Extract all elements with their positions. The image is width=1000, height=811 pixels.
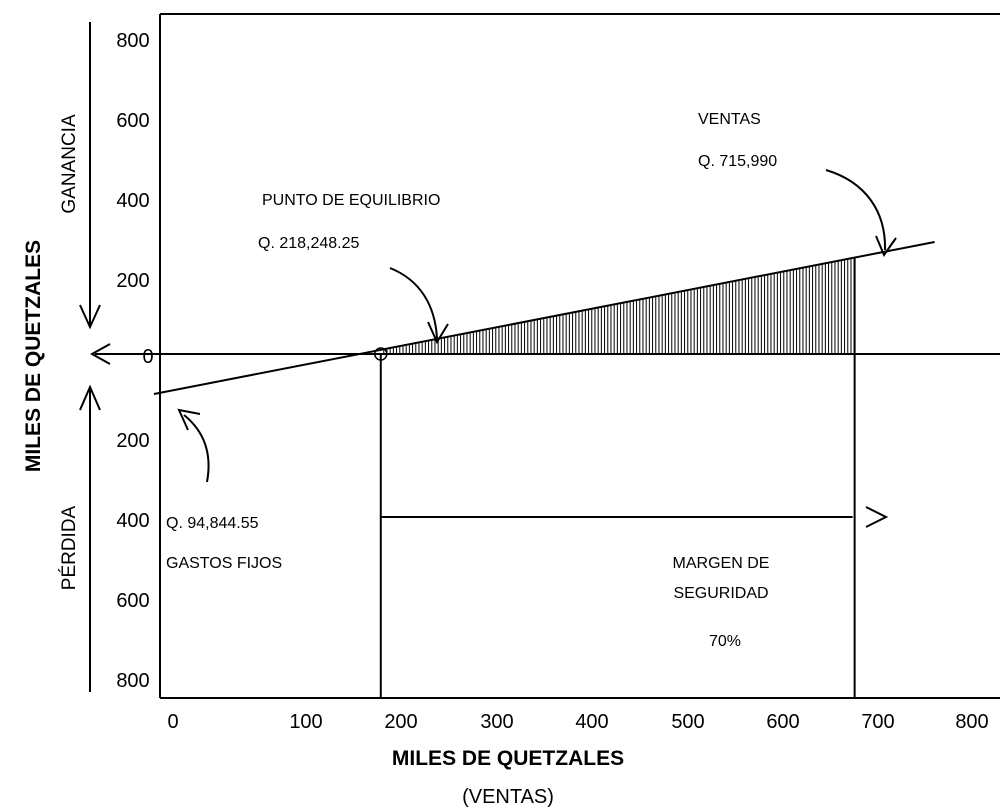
- y-tick-label: 0: [142, 346, 153, 368]
- y-tick-label: 400: [116, 510, 149, 532]
- gain-label: GANANCIA: [59, 114, 80, 214]
- loss-arrow-head: [79, 384, 101, 411]
- x-tick-label: 800: [955, 711, 988, 733]
- sales-line: [153, 241, 935, 395]
- break-even-pointer-arrow: [389, 267, 438, 339]
- safety-margin-value: 70%: [709, 633, 741, 650]
- x-tick-label: 300: [480, 711, 513, 733]
- break-even-title: PUNTO DE EQUILIBRIO: [262, 192, 440, 209]
- x-tick-label: 600: [766, 711, 799, 733]
- break-even-value: Q. 218,248.25: [258, 235, 360, 252]
- x-tick-label: 100: [289, 711, 322, 733]
- x-axis-subtitle: (VENTAS): [462, 786, 554, 808]
- x-tick-label: 200: [384, 711, 417, 733]
- sales-title: VENTAS: [698, 111, 761, 128]
- x-tick-label: 500: [671, 711, 704, 733]
- zero-line-arrowhead: [89, 343, 111, 365]
- y-axis-title: MILES DE QUETZALES: [22, 240, 45, 472]
- break-even-marker: [374, 347, 388, 361]
- fixed-costs-title: GASTOS FIJOS: [166, 555, 282, 572]
- gain-arrow-head: [79, 304, 101, 330]
- fixed-costs-value: Q. 94,844.55: [166, 515, 259, 532]
- y-tick-label: 200: [116, 430, 149, 452]
- x-tick-label: 400: [575, 711, 608, 733]
- x-axis-title: MILES DE QUETZALES: [392, 747, 624, 770]
- y-tick-label: 600: [116, 590, 149, 612]
- safety-margin-arrowhead: [865, 506, 889, 528]
- x-tick-label: 0: [167, 711, 178, 733]
- x-tick-label: 700: [861, 711, 894, 733]
- fixed-costs-pointer-head: [177, 408, 201, 431]
- safety-margin-title-1: MARGEN DE: [673, 555, 770, 572]
- sales-pointer-head: [875, 235, 897, 258]
- y-tick-label: 400: [116, 190, 149, 212]
- loss-label: PÉRDIDA: [59, 505, 80, 590]
- y-tick-label: 600: [116, 110, 149, 132]
- sales-pointer-arrow: [825, 169, 887, 251]
- safety-margin-title-2: SEGURIDAD: [673, 585, 768, 602]
- y-tick-label: 200: [116, 270, 149, 292]
- y-tick-label: 800: [116, 670, 149, 692]
- sales-value: Q. 715,990: [698, 153, 777, 170]
- profit-area-hatch: [383, 257, 855, 354]
- break-even-pointer-head: [427, 321, 449, 345]
- y-tick-label: 800: [116, 30, 149, 52]
- fixed-costs-pointer-arrow: [183, 414, 210, 483]
